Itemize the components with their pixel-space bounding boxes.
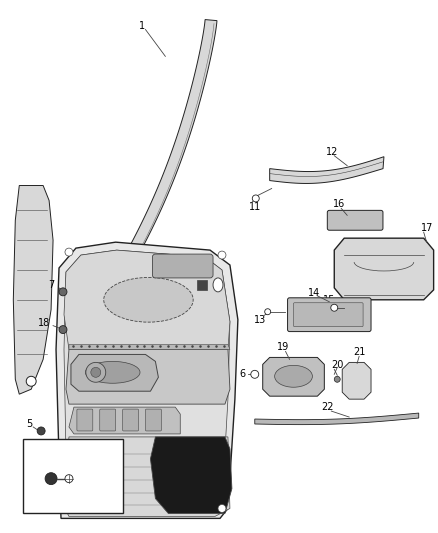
Text: 16: 16 bbox=[333, 199, 345, 209]
Polygon shape bbox=[56, 242, 238, 519]
Polygon shape bbox=[69, 407, 180, 434]
Circle shape bbox=[252, 195, 259, 202]
FancyBboxPatch shape bbox=[123, 409, 138, 431]
Text: 7: 7 bbox=[48, 280, 54, 290]
Text: 3: 3 bbox=[68, 490, 74, 500]
Circle shape bbox=[334, 376, 340, 382]
Polygon shape bbox=[263, 358, 324, 396]
Text: 18: 18 bbox=[38, 318, 50, 328]
Text: 13: 13 bbox=[254, 314, 266, 325]
Polygon shape bbox=[13, 185, 53, 394]
FancyBboxPatch shape bbox=[327, 211, 383, 230]
Text: 10: 10 bbox=[212, 265, 224, 275]
Text: 22: 22 bbox=[321, 402, 334, 412]
Ellipse shape bbox=[275, 365, 312, 387]
Circle shape bbox=[218, 251, 226, 259]
FancyBboxPatch shape bbox=[152, 254, 213, 278]
FancyBboxPatch shape bbox=[293, 303, 363, 327]
Polygon shape bbox=[334, 238, 434, 300]
Polygon shape bbox=[270, 157, 384, 183]
Circle shape bbox=[45, 473, 57, 484]
Text: 21: 21 bbox=[353, 348, 365, 358]
Text: 4: 4 bbox=[26, 446, 32, 456]
Polygon shape bbox=[342, 362, 371, 399]
Circle shape bbox=[91, 367, 101, 377]
Polygon shape bbox=[150, 437, 232, 513]
Bar bbox=[23, 439, 123, 513]
Circle shape bbox=[331, 304, 338, 311]
Polygon shape bbox=[64, 250, 230, 512]
Polygon shape bbox=[64, 250, 230, 350]
Ellipse shape bbox=[213, 278, 223, 292]
Text: 6: 6 bbox=[240, 369, 246, 379]
Text: 2: 2 bbox=[48, 490, 54, 500]
Circle shape bbox=[101, 304, 109, 312]
Circle shape bbox=[265, 309, 271, 314]
Polygon shape bbox=[255, 413, 419, 425]
FancyBboxPatch shape bbox=[145, 409, 161, 431]
Text: 20: 20 bbox=[331, 360, 343, 370]
Circle shape bbox=[86, 362, 106, 382]
Circle shape bbox=[59, 288, 67, 296]
Circle shape bbox=[26, 376, 36, 386]
Circle shape bbox=[37, 427, 45, 435]
Text: 15: 15 bbox=[323, 295, 336, 305]
Text: 8: 8 bbox=[134, 255, 141, 265]
Text: 12: 12 bbox=[326, 147, 339, 157]
Polygon shape bbox=[69, 344, 230, 350]
Text: 19: 19 bbox=[276, 343, 289, 352]
Circle shape bbox=[65, 248, 73, 256]
Circle shape bbox=[62, 503, 70, 511]
Circle shape bbox=[218, 504, 226, 512]
Circle shape bbox=[59, 326, 67, 334]
Text: 5: 5 bbox=[26, 419, 32, 429]
Text: 14: 14 bbox=[308, 288, 321, 298]
Bar bbox=[197, 280, 207, 290]
Polygon shape bbox=[66, 350, 230, 404]
Circle shape bbox=[65, 475, 73, 482]
Polygon shape bbox=[117, 20, 217, 276]
Ellipse shape bbox=[85, 361, 140, 383]
Polygon shape bbox=[64, 437, 230, 516]
Text: 1: 1 bbox=[139, 21, 145, 30]
Text: 11: 11 bbox=[249, 203, 261, 212]
Text: 17: 17 bbox=[420, 223, 433, 233]
FancyBboxPatch shape bbox=[77, 409, 93, 431]
Polygon shape bbox=[71, 354, 159, 391]
Ellipse shape bbox=[104, 278, 193, 322]
Text: 9: 9 bbox=[191, 263, 197, 273]
Circle shape bbox=[251, 370, 259, 378]
FancyBboxPatch shape bbox=[288, 298, 371, 332]
FancyBboxPatch shape bbox=[100, 409, 116, 431]
